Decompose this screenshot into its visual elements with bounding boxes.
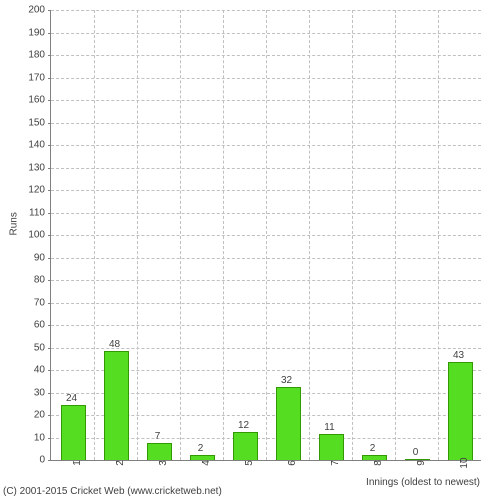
xtick-label: 7 — [330, 460, 341, 466]
gridline-v — [180, 10, 181, 460]
ytick-label: 30 — [34, 387, 45, 398]
ytick-label: 40 — [34, 365, 45, 376]
ytick-label: 200 — [28, 5, 45, 16]
copyright-text: (C) 2001-2015 Cricket Web (www.cricketwe… — [3, 486, 222, 497]
bar-value-label: 32 — [281, 375, 292, 386]
bar-value-label: 2 — [370, 443, 376, 454]
xtick-label: 10 — [459, 457, 470, 468]
ytick-label: 20 — [34, 410, 45, 421]
bar-value-label: 24 — [66, 393, 77, 404]
tick-y — [48, 33, 51, 34]
ytick-label: 110 — [29, 207, 45, 218]
tick-y — [48, 438, 51, 439]
tick-y — [48, 460, 51, 461]
bar — [147, 443, 173, 460]
xtick-label: 5 — [244, 460, 255, 466]
bar-value-label: 12 — [238, 420, 249, 431]
tick-y — [48, 348, 51, 349]
bar — [104, 351, 130, 460]
ytick-label: 160 — [28, 95, 45, 106]
tick-y — [48, 415, 51, 416]
bar-value-label: 2 — [198, 443, 204, 454]
tick-y — [48, 258, 51, 259]
xtick-label: 4 — [201, 460, 212, 466]
bar — [276, 387, 302, 460]
gridline-v — [309, 10, 310, 460]
gridline-v — [438, 10, 439, 460]
gridline-v — [352, 10, 353, 460]
ytick-label: 150 — [28, 117, 45, 128]
gridline-v — [94, 10, 95, 460]
bar-value-label: 48 — [109, 339, 120, 350]
ytick-label: 80 — [34, 275, 45, 286]
y-axis-label: Runs — [9, 212, 20, 235]
x-axis-label: Innings (oldest to newest) — [366, 477, 480, 488]
ytick-label: 100 — [28, 230, 45, 241]
ytick-label: 10 — [34, 432, 45, 443]
tick-y — [48, 55, 51, 56]
xtick-label: 2 — [115, 460, 126, 466]
tick-y — [48, 190, 51, 191]
tick-y — [48, 235, 51, 236]
xtick-label: 6 — [287, 460, 298, 466]
ytick-label: 0 — [39, 455, 45, 466]
tick-y — [48, 78, 51, 79]
tick-y — [48, 123, 51, 124]
tick-y — [48, 168, 51, 169]
bar — [319, 434, 345, 460]
tick-y — [48, 303, 51, 304]
xtick-label: 8 — [373, 460, 384, 466]
bar — [61, 405, 87, 460]
gridline-v — [223, 10, 224, 460]
tick-y — [48, 145, 51, 146]
tick-y — [48, 280, 51, 281]
tick-y — [48, 10, 51, 11]
tick-y — [48, 213, 51, 214]
ytick-label: 180 — [28, 50, 45, 61]
bar — [448, 362, 474, 460]
ytick-label: 70 — [34, 297, 45, 308]
bar — [233, 432, 259, 460]
bar-value-label: 11 — [324, 422, 334, 433]
ytick-label: 140 — [28, 140, 45, 151]
xtick-label: 1 — [72, 460, 83, 466]
ytick-label: 60 — [34, 320, 45, 331]
plot-area — [50, 10, 481, 461]
gridline-v — [266, 10, 267, 460]
ytick-label: 130 — [28, 162, 45, 173]
tick-y — [48, 393, 51, 394]
xtick-label: 3 — [158, 460, 169, 466]
chart-container: Runs Innings (oldest to newest) (C) 2001… — [0, 0, 500, 500]
ytick-label: 190 — [28, 27, 45, 38]
bar-value-label: 7 — [155, 431, 161, 442]
tick-y — [48, 100, 51, 101]
gridline-v — [137, 10, 138, 460]
tick-y — [48, 325, 51, 326]
ytick-label: 120 — [28, 185, 45, 196]
ytick-label: 50 — [34, 342, 45, 353]
gridline-v — [395, 10, 396, 460]
bar-value-label: 43 — [453, 350, 464, 361]
ytick-label: 90 — [34, 252, 45, 263]
tick-y — [48, 370, 51, 371]
ytick-label: 170 — [28, 72, 45, 83]
xtick-label: 9 — [416, 460, 427, 466]
bar-value-label: 0 — [413, 447, 419, 458]
